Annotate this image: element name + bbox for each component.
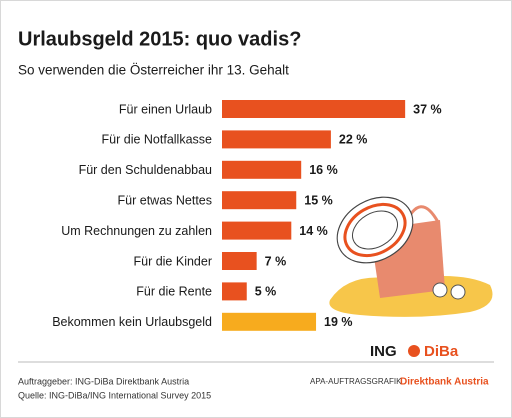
- value-label: 14 %: [299, 224, 328, 238]
- category-label: Um Rechnungen zu zahlen: [61, 224, 212, 238]
- bar: [222, 252, 257, 270]
- bar: [222, 130, 331, 149]
- footer-source: Quelle: ING-DiBa/ING International Surve…: [18, 390, 211, 400]
- category-label: Für die Rente: [136, 285, 212, 299]
- value-label: 7 %: [265, 254, 287, 268]
- category-label: Für etwas Nettes: [118, 193, 212, 207]
- chart-title: Urlaubsgeld 2015: quo vadis?: [18, 28, 301, 50]
- value-label: 19 %: [324, 315, 353, 329]
- category-label: Für einen Urlaub: [119, 102, 212, 116]
- bar: [222, 312, 317, 331]
- category-label: Für die Notfallkasse: [102, 133, 213, 147]
- beach-illustration: [329, 196, 493, 317]
- category-label: Für die Kinder: [133, 254, 212, 268]
- value-label: 22 %: [339, 133, 368, 147]
- bar: [222, 160, 302, 179]
- value-label: 15 %: [304, 193, 333, 207]
- chart-subtitle: So verwenden die Österreicher ihr 13. Ge…: [18, 63, 289, 78]
- bar: [222, 282, 247, 301]
- value-label: 37 %: [413, 102, 442, 116]
- bar: [222, 191, 297, 210]
- footer-agency: APA-AUFTRAGSGRAFIK: [310, 377, 402, 386]
- logo-lion: [408, 345, 420, 357]
- logo-ing: ING: [370, 343, 397, 360]
- bar: [222, 100, 406, 118]
- footer-client: Auftraggeber: ING-DiBa Direktbank Austri…: [18, 376, 189, 386]
- logo-sub: Direktbank Austria: [400, 377, 489, 388]
- bar: [222, 221, 292, 240]
- category-label: Bekommen kein Urlaubsgeld: [52, 315, 212, 329]
- logo-diba: DiBa: [424, 343, 459, 360]
- value-label: 5 %: [255, 285, 277, 299]
- value-label: 16 %: [309, 163, 338, 177]
- category-label: Für den Schuldenabbau: [79, 163, 212, 177]
